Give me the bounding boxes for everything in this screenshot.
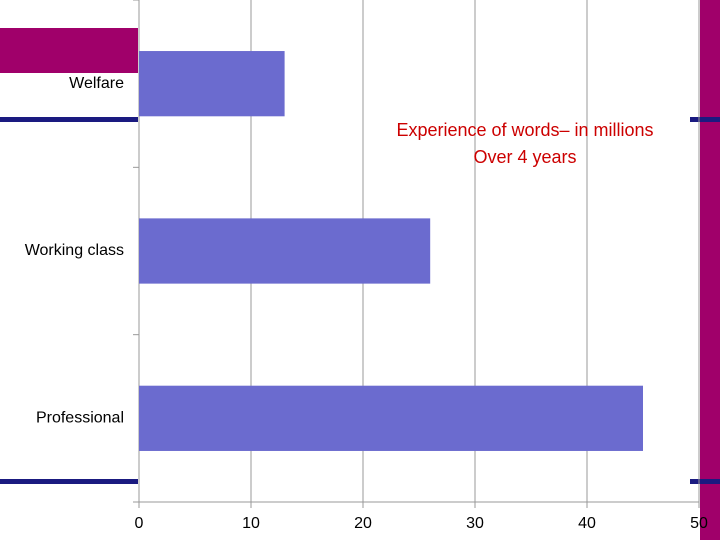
bar (139, 385, 643, 451)
bar (139, 218, 431, 284)
y-tick-label: Welfare (69, 75, 124, 92)
decor-line (690, 479, 720, 484)
decor-line (0, 479, 138, 484)
decor-line (690, 117, 720, 122)
decor-block (0, 28, 138, 73)
x-tick-label: 0 (135, 515, 144, 532)
y-tick-label: Working class (25, 242, 124, 259)
decor-line (0, 117, 138, 122)
bar (139, 51, 285, 117)
x-tick-label: 50 (690, 515, 708, 532)
x-tick-label: 10 (242, 515, 260, 532)
y-tick-label: Professional (36, 410, 124, 427)
x-tick-label: 40 (578, 515, 596, 532)
x-tick-label: 20 (354, 515, 372, 532)
plot: 0 10 20 30 40 50 Welfare Working class Professio… (25, 0, 708, 532)
decor-bar (700, 0, 720, 540)
x-tick-label: 30 (466, 515, 484, 532)
chart-subtitle: Over 4 years (473, 147, 576, 167)
chart-title: Experience of words– in millions (396, 120, 653, 140)
